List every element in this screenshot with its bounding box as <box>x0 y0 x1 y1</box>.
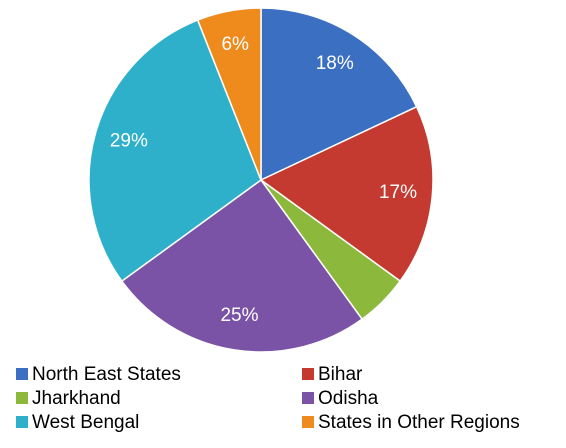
data-label: 29% <box>110 131 148 152</box>
legend-swatch <box>302 392 314 404</box>
legend-swatch <box>16 416 28 428</box>
legend-swatch <box>16 368 28 380</box>
data-label: 6% <box>221 34 249 55</box>
data-label: 17% <box>379 182 417 203</box>
data-label: 25% <box>220 305 258 326</box>
pie-slice <box>259 105 434 283</box>
pie-slice <box>88 19 262 283</box>
pie-slice <box>260 7 418 182</box>
legend-label: North East States <box>32 364 181 385</box>
legend-swatch <box>302 416 314 428</box>
legend-label: West Bengal <box>32 412 139 433</box>
legend-label: Odisha <box>318 388 379 409</box>
pie-slice <box>120 178 364 353</box>
legend-label: States in Other Regions <box>318 412 520 433</box>
legend-label: Bihar <box>318 364 363 385</box>
pie-slice <box>196 7 262 181</box>
data-label: 18% <box>316 53 354 74</box>
legend-swatch <box>16 392 28 404</box>
legend-label: Jharkhand <box>32 388 121 409</box>
legend-swatch <box>302 368 314 380</box>
